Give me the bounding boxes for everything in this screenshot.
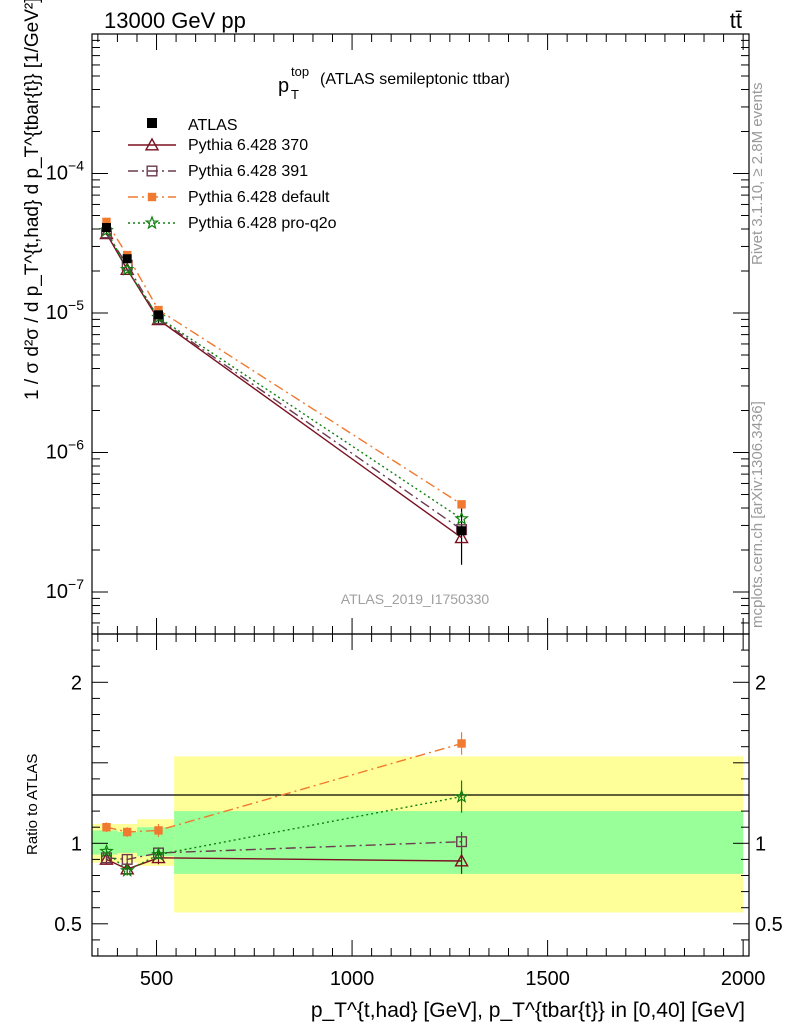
series-point-ratio	[454, 853, 469, 867]
y-tick-label-main: 10−4	[46, 158, 84, 185]
y-tick-label-main: 10−6	[46, 437, 84, 464]
series-point-ratio	[456, 836, 468, 848]
legend-series: Pythia 6.428 370 Pythia 6.428 391 Pythia 6…	[128, 137, 337, 232]
legend-label: Pythia 6.428 391	[188, 163, 308, 180]
series-point-ratio	[457, 739, 466, 748]
y-tick-label-base: 10	[46, 581, 68, 603]
data-point-main	[153, 310, 163, 320]
y-tick-label-ratio-right: 0.5	[755, 914, 783, 936]
ratio-band-inner	[92, 830, 118, 855]
legend-label-atlas: ATLAS	[188, 117, 238, 134]
series-point-ratio	[99, 851, 114, 865]
series-point-ratio	[99, 843, 114, 858]
legend-label: Pythia 6.428 pro-q2o	[188, 215, 337, 232]
series-line-main	[105, 233, 463, 539]
data-point-main	[101, 223, 111, 233]
series-line-main	[105, 230, 462, 520]
header-process-label: tt̄	[730, 8, 742, 33]
series-line-ratio	[106, 857, 462, 870]
mcplots-label: mcplots.cern.ch [arXiv:1306.3436]	[749, 401, 766, 628]
y-tick-label-base: 10	[46, 442, 68, 464]
x-tick-label: 2000	[721, 968, 766, 990]
plot-title-symbol: p	[278, 75, 289, 97]
series-point-ratio	[154, 826, 163, 835]
rivet-version-label: Rivet 3.1.10, ≥ 2.8M events	[749, 83, 766, 266]
plot-title-superscript: top	[291, 64, 309, 79]
ratio-series	[99, 732, 469, 877]
data-point-main	[457, 526, 467, 536]
y-tick-label-main: 10−7	[46, 576, 84, 603]
x-tick-label: 1500	[525, 968, 570, 990]
y-tick-label-ratio-right: 2	[755, 672, 766, 694]
y-tick-label-ratio: 2	[71, 672, 82, 694]
series-point-main	[102, 217, 111, 227]
series-line-ratio	[106, 841, 462, 861]
y-tick-label-ratio: 1	[71, 833, 82, 855]
main-y-axis-title: 1 / σ d²σ / d p_T^{t,had} d p_T^{tbar{t}…	[22, 0, 43, 400]
header-energy-label: 13000 GeV pp	[104, 8, 246, 33]
main-series	[99, 217, 469, 565]
series-point-ratio	[119, 863, 135, 877]
legend-marker	[146, 165, 158, 177]
legend-label: Pythia 6.428 default	[188, 189, 330, 206]
series-line-main	[105, 221, 462, 505]
legend-label: Pythia 6.428 370	[188, 137, 308, 154]
series-point-ratio	[151, 846, 166, 861]
y-tick-label-base: 10	[46, 163, 68, 185]
ratio-band-inner	[117, 832, 137, 853]
ratio-panel: 0.5 0.5 1 1 2 2 500 1000 1500 2000	[54, 633, 783, 990]
analysis-watermark: ATLAS_2019_I1750330	[341, 591, 490, 607]
series-point-main	[120, 262, 135, 276]
y-tick-label-ratio-right: 1	[755, 833, 766, 855]
y-tick-label-exponent: −7	[68, 576, 84, 592]
ratio-y-axis-title: Ratio to ATLAS	[24, 754, 41, 855]
ratio-band-inner	[174, 811, 744, 874]
y-tick-label-exponent: −6	[68, 437, 84, 453]
series-line-main	[105, 232, 462, 531]
y-tick-label-exponent: −5	[68, 297, 84, 313]
legend-marker	[144, 215, 160, 230]
series-point-main	[454, 530, 469, 544]
legend-marker-atlas	[147, 118, 157, 128]
series-point-ratio	[454, 788, 469, 803]
legend-entry-atlas: ATLAS	[147, 117, 238, 134]
data-point-main	[122, 254, 132, 264]
series-line-ratio	[106, 795, 462, 872]
x-tick-label: 1000	[330, 968, 375, 990]
series-point-ratio	[122, 827, 132, 837]
legend-marker	[147, 192, 157, 202]
main-bands	[92, 228, 743, 531]
legend-marker	[144, 137, 160, 151]
series-point-main	[119, 261, 135, 276]
main-y-axis: 10−710−610−510−4	[46, 33, 749, 635]
main-x-axis-ticks	[97, 34, 744, 634]
x-axis-title: p_T^{t,had} [GeV], p_T^{tbar{t}} in [0,4…	[311, 999, 745, 1022]
y-tick-label-ratio: 0.5	[54, 914, 82, 936]
y-tick-label-exponent: −4	[68, 158, 84, 174]
plot-title-description: (ATLAS semileptonic ttbar)	[320, 71, 510, 88]
x-tick-label: 500	[140, 968, 173, 990]
series-point-ratio	[102, 823, 111, 832]
plot-title-subscript: T	[291, 87, 299, 102]
y-tick-label-main: 10−5	[46, 297, 84, 324]
series-point-main	[457, 500, 466, 509]
plot-title: p top T (ATLAS semileptonic ttbar)	[278, 64, 510, 102]
ratio-x-axis: 500 1000 1500 2000	[97, 634, 766, 990]
ratio-bands	[92, 756, 744, 913]
series-point-main	[454, 511, 469, 525]
ratio-y-axis: 0.5 0.5 1 1 2 2	[54, 649, 783, 941]
y-tick-label-base: 10	[46, 302, 68, 324]
